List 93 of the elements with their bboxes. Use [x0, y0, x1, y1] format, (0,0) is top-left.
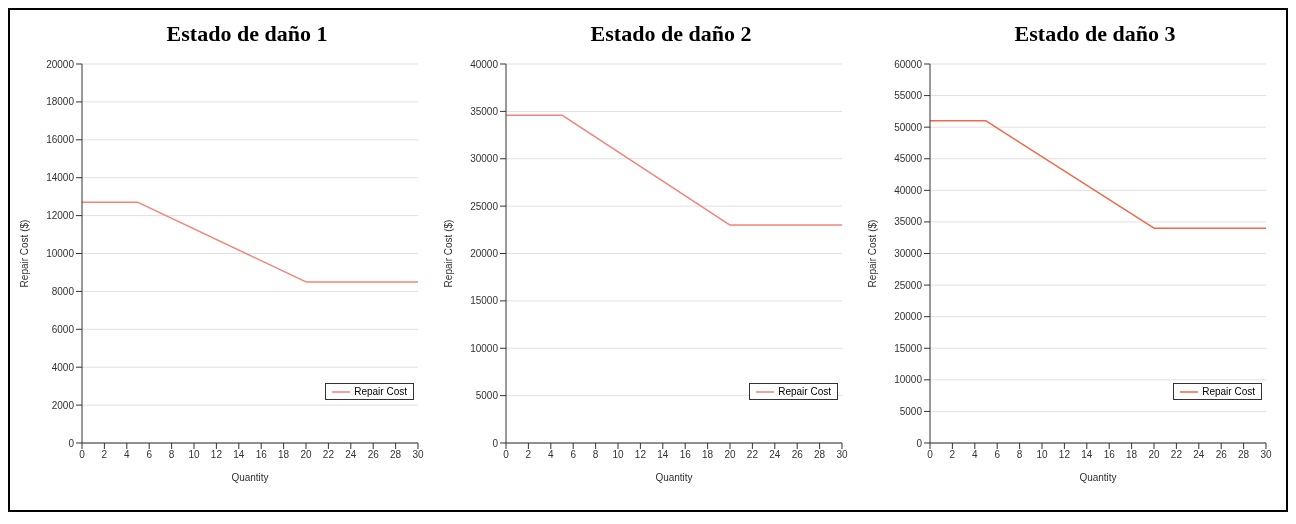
- y-tick-label: 20000: [470, 248, 499, 260]
- y-axis-title: Repair Cost ($): [442, 219, 454, 288]
- x-tick-label: 22: [1170, 449, 1183, 461]
- y-tick-label: 25000: [470, 200, 499, 212]
- x-tick-label: 6: [994, 449, 1001, 461]
- x-tick-label: 10: [612, 449, 624, 461]
- x-tick-label: 22: [322, 449, 335, 461]
- y-axis-title: Repair Cost ($): [866, 219, 878, 288]
- x-tick-label: 14: [657, 449, 669, 461]
- x-tick-label: 8: [592, 449, 599, 461]
- y-tick-label: 2000: [51, 399, 75, 411]
- x-tick-label: 22: [746, 449, 759, 461]
- x-tick-label: 18: [1126, 449, 1138, 461]
- y-tick-label: 5000: [475, 390, 499, 402]
- x-tick-label: 20: [300, 449, 312, 461]
- x-tick-label: 20: [724, 449, 736, 461]
- x-axis-title: Quantity: [231, 472, 269, 483]
- legend-label: Repair Cost: [1202, 386, 1255, 397]
- x-tick-label: 30: [836, 449, 848, 461]
- x-tick-label: 8: [168, 449, 175, 461]
- x-tick-label: 28: [390, 449, 402, 461]
- x-tick-label: 14: [233, 449, 245, 461]
- x-tick-label: 28: [1238, 449, 1250, 461]
- x-tick-label: 6: [146, 449, 153, 461]
- x-tick-label: 16: [1103, 449, 1116, 461]
- x-tick-label: 16: [679, 449, 692, 461]
- x-tick-label: 24: [1193, 449, 1205, 461]
- y-tick-label: 15000: [470, 295, 499, 307]
- y-tick-label: 25000: [894, 279, 923, 291]
- x-tick-label: 14: [1081, 449, 1093, 461]
- y-tick-label: 16000: [46, 134, 75, 146]
- y-axis-title: Repair Cost ($): [18, 219, 30, 288]
- chart-title: Estado de daño 1: [165, 20, 329, 48]
- y-tick-label: 6000: [51, 323, 75, 335]
- y-tick-label: 45000: [894, 153, 923, 165]
- x-tick-label: 2: [101, 449, 108, 461]
- x-tick-label: 10: [1036, 449, 1048, 461]
- x-tick-label: 30: [1260, 449, 1272, 461]
- y-tick-label: 15000: [894, 342, 923, 354]
- x-tick-label: 0: [927, 449, 934, 461]
- x-tick-label: 4: [124, 449, 131, 461]
- y-tick-label: 0: [68, 437, 75, 449]
- y-tick-label: 8000: [51, 285, 75, 297]
- x-tick-label: 26: [1215, 449, 1228, 461]
- y-tick-label: 55000: [894, 90, 923, 102]
- y-tick-label: 35000: [894, 216, 923, 228]
- x-tick-label: 26: [367, 449, 380, 461]
- x-tick-label: 6: [570, 449, 577, 461]
- x-axis-title: Quantity: [1079, 472, 1117, 483]
- chart-title: Estado de daño 3: [1013, 20, 1177, 48]
- x-tick-label: 12: [1058, 449, 1071, 461]
- x-tick-label: 4: [548, 449, 555, 461]
- legend-label: Repair Cost: [354, 386, 407, 397]
- x-tick-label: 16: [255, 449, 268, 461]
- y-tick-label: 60000: [894, 58, 923, 70]
- y-tick-label: 10000: [894, 374, 923, 386]
- y-tick-label: 35000: [470, 105, 499, 117]
- x-tick-label: 12: [210, 449, 223, 461]
- x-tick-label: 8: [1016, 449, 1023, 461]
- x-tick-label: 18: [278, 449, 290, 461]
- x-tick-label: 24: [345, 449, 357, 461]
- y-tick-label: 20000: [894, 311, 923, 323]
- y-tick-label: 20000: [46, 58, 75, 70]
- x-tick-label: 18: [702, 449, 714, 461]
- y-tick-label: 50000: [894, 121, 923, 133]
- x-tick-label: 0: [79, 449, 86, 461]
- x-tick-label: 30: [412, 449, 424, 461]
- x-tick-label: 12: [634, 449, 647, 461]
- x-tick-label: 2: [949, 449, 956, 461]
- y-tick-label: 12000: [46, 210, 75, 222]
- legend-label: Repair Cost: [778, 386, 831, 397]
- y-tick-label: 18000: [46, 96, 75, 108]
- y-tick-label: 14000: [46, 172, 75, 184]
- x-tick-label: 10: [188, 449, 200, 461]
- y-tick-label: 0: [916, 437, 923, 449]
- x-tick-label: 20: [1148, 449, 1160, 461]
- y-tick-label: 30000: [894, 248, 923, 260]
- y-tick-label: 30000: [470, 153, 499, 165]
- y-tick-label: 40000: [470, 58, 499, 70]
- y-tick-label: 0: [492, 437, 499, 449]
- x-tick-label: 24: [769, 449, 781, 461]
- y-tick-label: 5000: [899, 405, 923, 417]
- y-tick-label: 10000: [46, 248, 75, 260]
- x-tick-label: 4: [972, 449, 979, 461]
- x-tick-label: 0: [503, 449, 510, 461]
- x-tick-label: 2: [525, 449, 532, 461]
- y-tick-label: 40000: [894, 184, 923, 196]
- y-tick-label: 4000: [51, 361, 75, 373]
- x-axis-title: Quantity: [655, 472, 693, 483]
- y-tick-label: 10000: [470, 342, 499, 354]
- x-tick-label: 26: [791, 449, 804, 461]
- chart-title: Estado de daño 2: [589, 20, 753, 48]
- x-tick-label: 28: [814, 449, 826, 461]
